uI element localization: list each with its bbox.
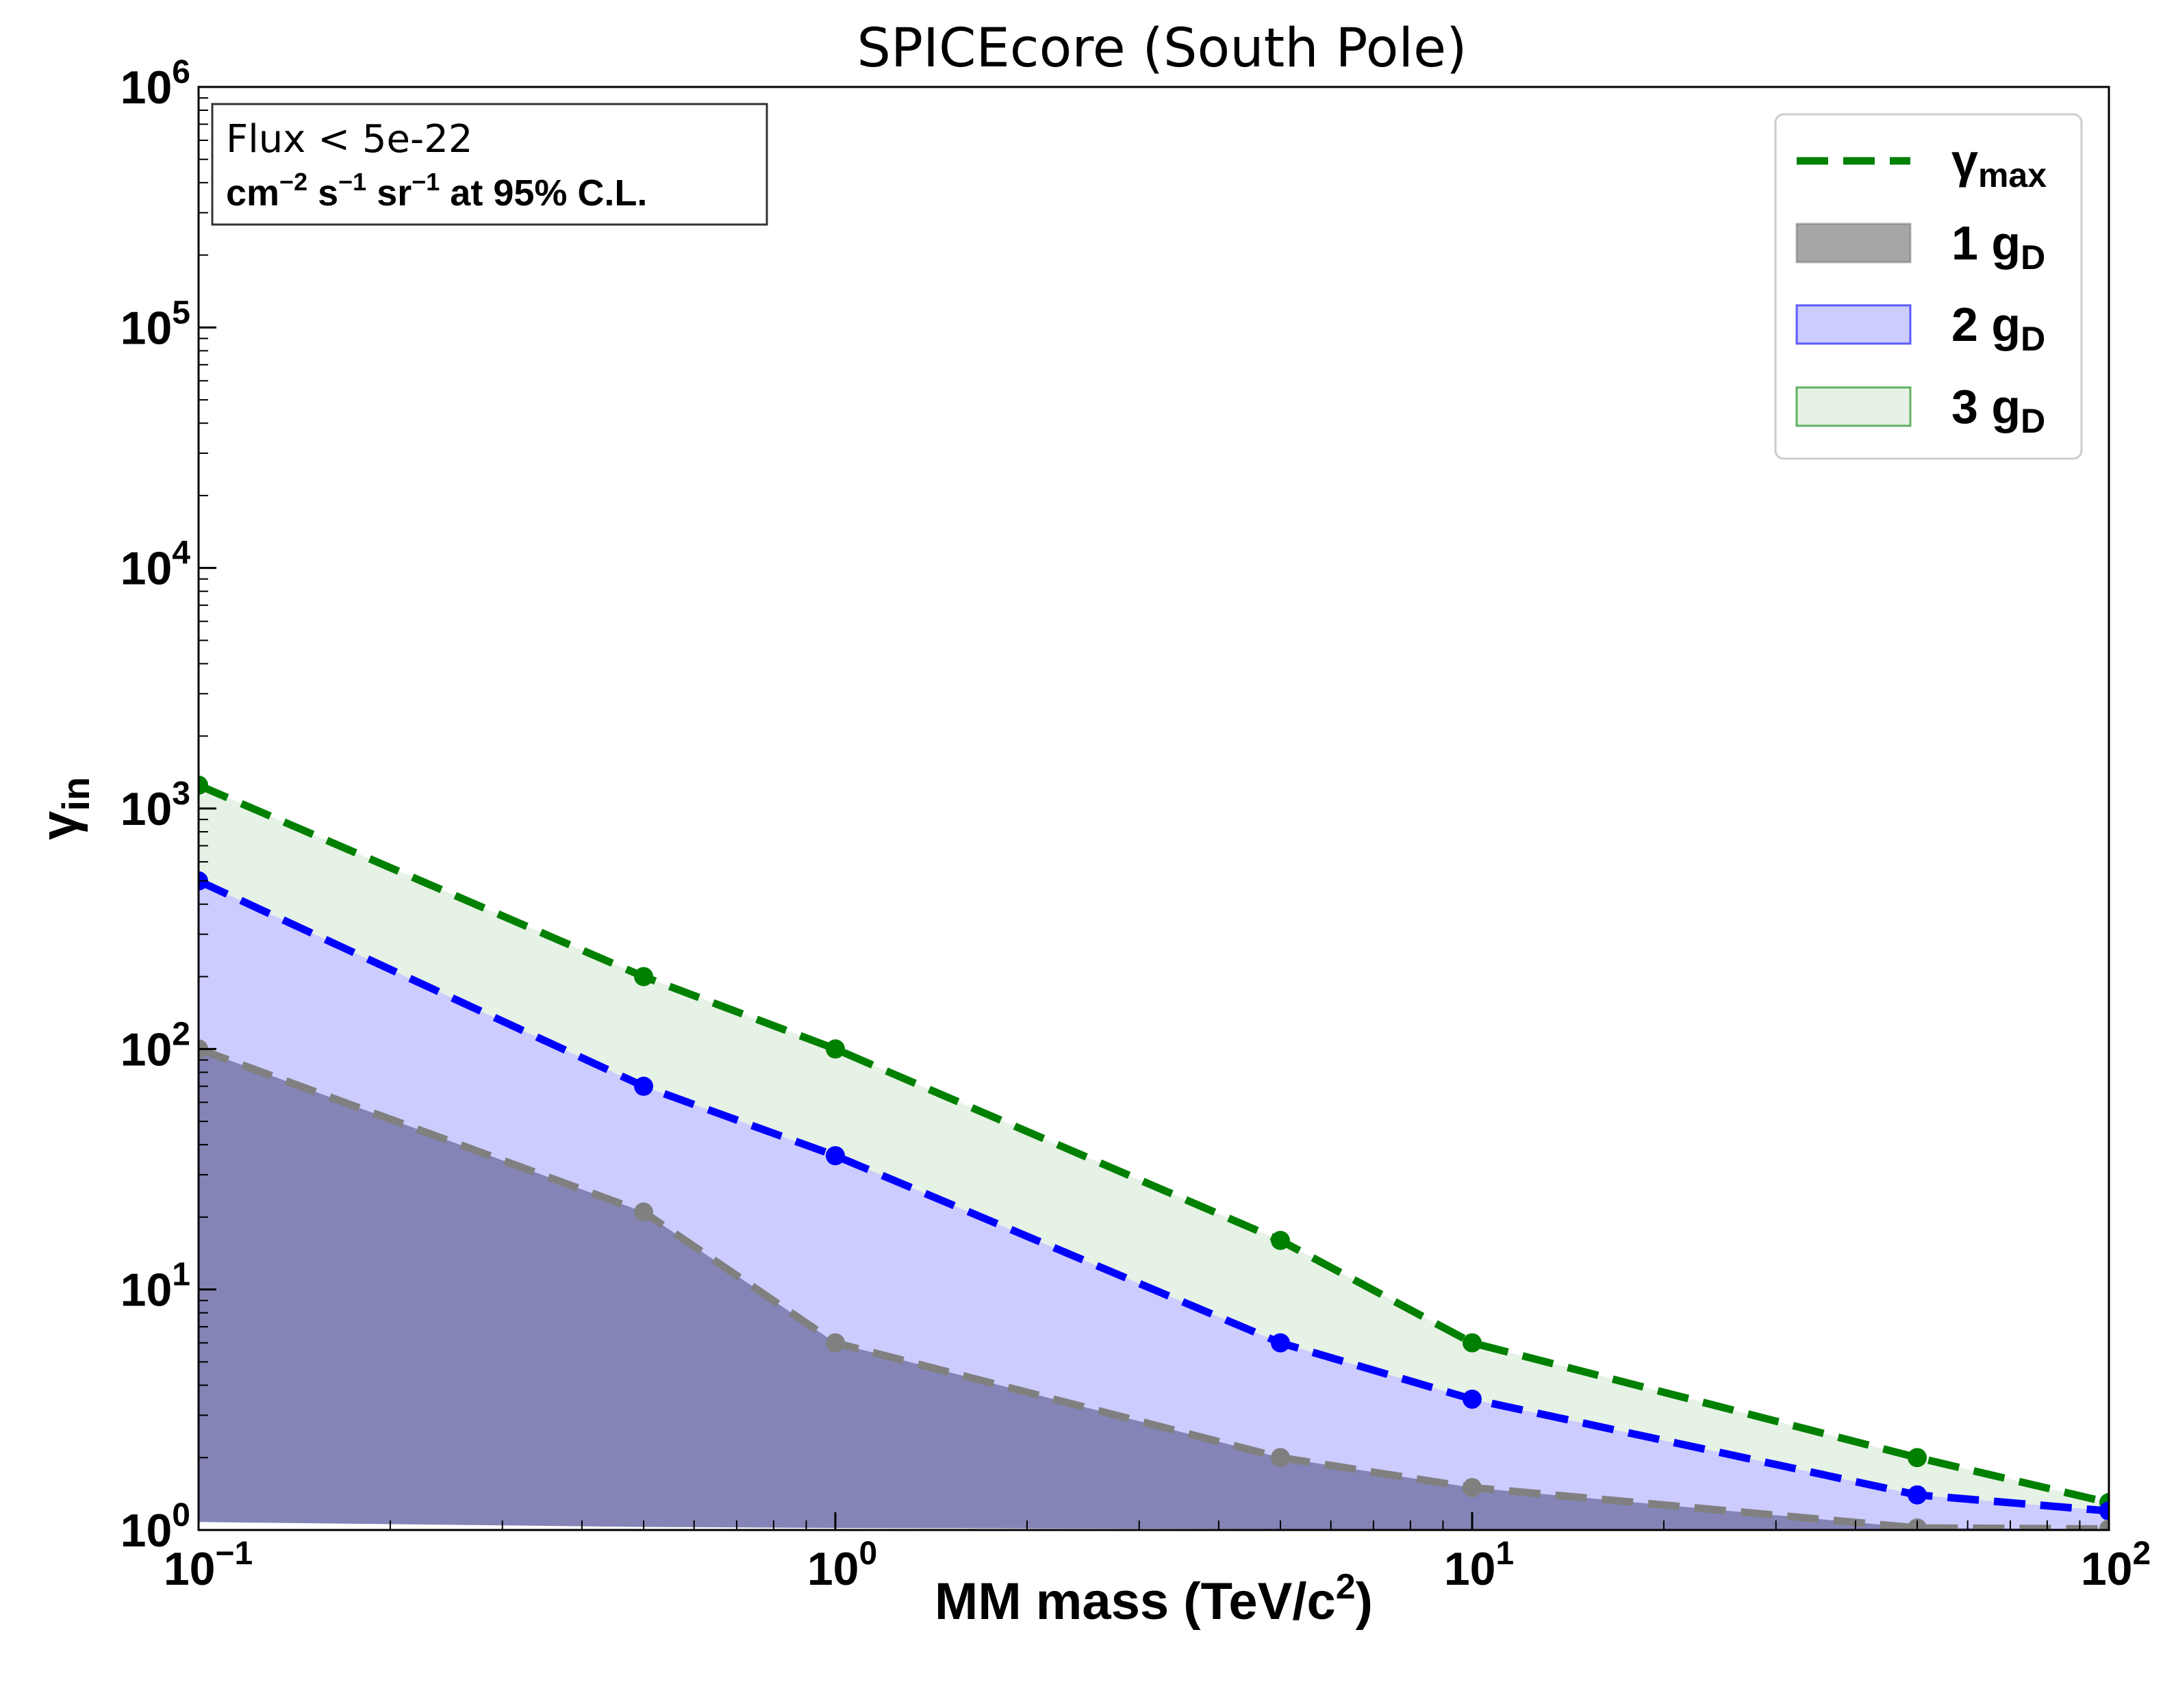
gamma-1gd-point xyxy=(2099,1519,2109,1530)
y-tick-label: 100 xyxy=(121,1497,190,1557)
y-tick-label: 106 xyxy=(121,54,190,114)
gamma-max-point xyxy=(826,1039,845,1059)
annotation-frame xyxy=(211,103,768,226)
legend-label-2-gd: 2 gD xyxy=(1951,298,2045,358)
gamma-1gd-point xyxy=(634,1202,653,1222)
gamma-max-point xyxy=(1271,1231,1290,1250)
legend-swatch-2-gd xyxy=(1795,304,1912,345)
gamma-2gd-point xyxy=(1908,1485,1927,1505)
y-axis-label-text: γin xyxy=(30,777,97,840)
legend-swatch-3-gd xyxy=(1795,386,1912,427)
chart-title: SPICEcore (South Pole) xyxy=(857,18,1467,79)
y-tick-label: 103 xyxy=(121,776,190,835)
legend-label-gamma-max: γmax xyxy=(1951,134,2047,194)
x-axis-label-text: MM mass (TeV/c2) xyxy=(935,1567,1373,1631)
x-tick-label: 101 xyxy=(1444,1535,1514,1595)
gamma-max-point xyxy=(199,776,208,795)
x-tick-label: 100 xyxy=(807,1535,877,1595)
x-tick-label: 102 xyxy=(2081,1535,2151,1595)
gamma-2gd-point xyxy=(2099,1501,2109,1521)
y-tick-label: 104 xyxy=(121,535,191,595)
legend-label-3-gd: 3 gD xyxy=(1951,380,2045,440)
annotation-line2: cm−2 s−1 sr−1 at 95% C.L. xyxy=(226,168,647,214)
y-tick-label: 102 xyxy=(121,1016,190,1075)
legend-swatch-1-gd xyxy=(1795,222,1912,264)
y-tick-label: 101 xyxy=(121,1257,190,1316)
x-tick-label: 10−1 xyxy=(164,1535,253,1595)
gamma-max-point xyxy=(634,967,653,986)
x-axis-label: MM mass (TeV/c2) xyxy=(935,1567,1373,1631)
gamma-1gd-point xyxy=(826,1333,845,1353)
gamma-2gd-point xyxy=(1271,1333,1290,1353)
gamma-max-point xyxy=(1463,1333,1482,1353)
band-2-gd xyxy=(199,880,2109,1530)
gamma-2gd-point xyxy=(1463,1389,1482,1409)
legend-frame xyxy=(1774,113,2083,460)
annotation-box: Flux < 5e-22 cm−2 s−1 sr−1 at 95% C.L. xyxy=(211,103,768,226)
gamma-1gd-point xyxy=(1463,1478,1482,1498)
y-axis-label: γin xyxy=(30,777,97,840)
annotation-line1: Flux < 5e-22 xyxy=(226,117,472,162)
lines-layer xyxy=(199,776,2109,1530)
legend: γmax 1 gD 2 gD 3 gD xyxy=(1774,113,2083,460)
gamma-max-point xyxy=(1908,1448,1927,1468)
y-tick-label: 105 xyxy=(121,294,190,354)
gamma-2gd-point xyxy=(634,1076,653,1096)
gamma-2gd-point xyxy=(826,1146,845,1166)
bands-layer xyxy=(199,785,2109,1530)
gamma-1gd-point xyxy=(1271,1448,1290,1468)
band-1-gd xyxy=(199,1049,2109,1530)
legend-label-1-gd: 1 gD xyxy=(1951,216,2045,277)
